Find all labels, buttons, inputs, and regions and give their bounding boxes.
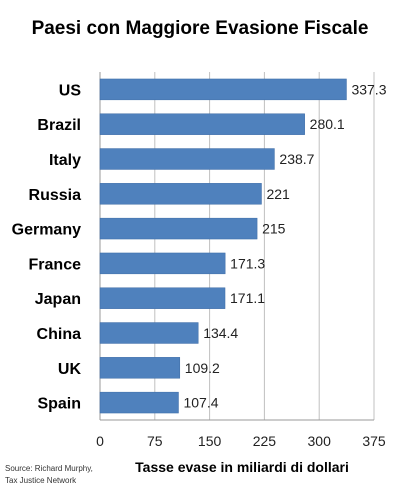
value-label: 109.2 bbox=[185, 360, 220, 376]
value-label: 337.3 bbox=[351, 81, 386, 97]
category-label: China bbox=[37, 326, 82, 343]
bars bbox=[99, 78, 347, 414]
x-tick-label: 150 bbox=[198, 433, 222, 449]
bar-france bbox=[99, 252, 226, 275]
bar-china bbox=[99, 322, 199, 344]
chart-title: Paesi con Maggiore Evasione Fiscale bbox=[31, 18, 369, 39]
category-label: UK bbox=[58, 361, 82, 378]
value-label: 221 bbox=[266, 186, 290, 202]
category-label: Germany bbox=[12, 222, 81, 239]
x-tick-label: 225 bbox=[253, 433, 277, 449]
x-tick-label: 375 bbox=[362, 433, 386, 449]
category-label: Japan bbox=[35, 291, 81, 308]
value-label: 171.3 bbox=[230, 255, 265, 271]
x-tick-label: 300 bbox=[308, 433, 332, 449]
value-label: 171.1 bbox=[230, 290, 265, 306]
value-label: 107.4 bbox=[183, 395, 218, 411]
value-label: 238.7 bbox=[279, 151, 314, 167]
bar-uk bbox=[99, 357, 181, 379]
bar-germany bbox=[99, 217, 258, 240]
category-label: Russia bbox=[29, 187, 82, 204]
labels: 0 75 150 225 300 375 US 337.3 Brazil 280.1 Italy 23… bbox=[12, 81, 387, 449]
bar-us bbox=[99, 78, 347, 101]
bar-brazil bbox=[99, 113, 305, 135]
category-label: US bbox=[59, 82, 82, 99]
bar-russia bbox=[99, 183, 262, 205]
bar-japan bbox=[99, 287, 226, 309]
x-tick-label: 0 bbox=[96, 433, 104, 449]
category-label: Brazil bbox=[37, 117, 81, 134]
category-label: Italy bbox=[49, 152, 81, 169]
value-label: 215 bbox=[262, 221, 286, 237]
source-line-1: Source: Richard Murphy, bbox=[5, 464, 93, 473]
category-label: France bbox=[29, 256, 82, 273]
bar-spain bbox=[99, 391, 179, 414]
value-label: 134.4 bbox=[203, 325, 238, 341]
bar-italy bbox=[99, 148, 275, 170]
value-label: 280.1 bbox=[310, 116, 345, 132]
x-axis-label: Tasse evase in miliardi di dollari bbox=[135, 459, 349, 475]
x-tick-label: 75 bbox=[147, 433, 163, 449]
source-line-2: Tax Justice Network bbox=[5, 476, 77, 485]
category-label: Spain bbox=[37, 396, 81, 413]
